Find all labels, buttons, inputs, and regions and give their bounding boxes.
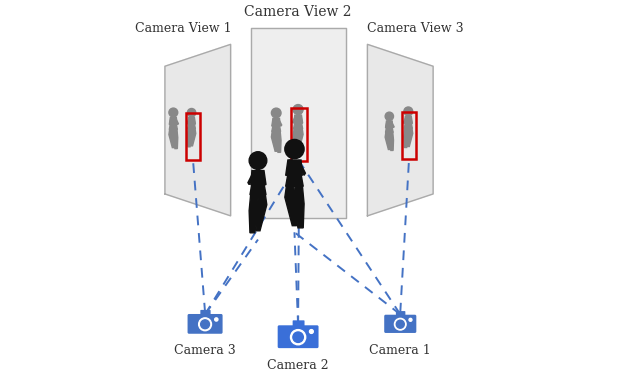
FancyBboxPatch shape <box>200 310 211 317</box>
Polygon shape <box>260 171 266 184</box>
Circle shape <box>249 152 267 170</box>
Polygon shape <box>403 116 406 123</box>
FancyBboxPatch shape <box>384 315 417 333</box>
Polygon shape <box>170 124 177 129</box>
Polygon shape <box>292 115 296 123</box>
Polygon shape <box>300 115 303 123</box>
Polygon shape <box>188 117 195 124</box>
Bar <box>186 113 200 160</box>
Circle shape <box>385 112 394 120</box>
Polygon shape <box>293 128 299 150</box>
Polygon shape <box>385 132 390 150</box>
Text: Camera 2: Camera 2 <box>268 359 329 372</box>
Polygon shape <box>169 129 174 148</box>
Polygon shape <box>175 117 179 124</box>
Polygon shape <box>278 118 282 126</box>
Polygon shape <box>188 128 192 147</box>
Polygon shape <box>294 123 303 129</box>
Circle shape <box>201 320 209 328</box>
Polygon shape <box>272 118 275 126</box>
Circle shape <box>396 320 404 328</box>
Circle shape <box>188 108 196 117</box>
Polygon shape <box>297 128 303 149</box>
FancyBboxPatch shape <box>292 320 305 328</box>
Text: Camera View 2: Camera View 2 <box>244 5 352 19</box>
Polygon shape <box>404 116 412 123</box>
Circle shape <box>271 108 281 118</box>
Circle shape <box>394 318 406 330</box>
Circle shape <box>293 332 303 342</box>
Polygon shape <box>249 194 259 233</box>
Polygon shape <box>191 128 196 146</box>
Polygon shape <box>187 117 190 124</box>
Polygon shape <box>272 125 280 132</box>
Circle shape <box>291 330 306 345</box>
Polygon shape <box>294 185 304 228</box>
Polygon shape <box>367 44 433 216</box>
Polygon shape <box>248 171 255 184</box>
Polygon shape <box>294 115 302 123</box>
Text: Camera View 3: Camera View 3 <box>367 22 463 35</box>
Polygon shape <box>250 183 266 195</box>
Circle shape <box>214 318 218 321</box>
FancyBboxPatch shape <box>278 325 319 348</box>
Polygon shape <box>407 128 413 147</box>
Circle shape <box>310 330 314 333</box>
Polygon shape <box>285 160 292 176</box>
Polygon shape <box>170 117 177 124</box>
Polygon shape <box>251 28 346 218</box>
Circle shape <box>198 318 211 331</box>
FancyBboxPatch shape <box>188 314 223 334</box>
Polygon shape <box>410 116 412 123</box>
Polygon shape <box>285 185 297 226</box>
Circle shape <box>409 318 412 321</box>
Text: Camera 3: Camera 3 <box>174 344 236 357</box>
Polygon shape <box>385 121 388 128</box>
Polygon shape <box>193 117 195 124</box>
Polygon shape <box>385 127 393 132</box>
Polygon shape <box>251 171 265 184</box>
Circle shape <box>169 108 178 117</box>
FancyBboxPatch shape <box>396 311 405 318</box>
Polygon shape <box>404 123 412 129</box>
Polygon shape <box>188 123 195 129</box>
Polygon shape <box>404 128 409 147</box>
Circle shape <box>285 140 304 159</box>
Polygon shape <box>272 118 280 126</box>
Polygon shape <box>173 129 178 149</box>
Polygon shape <box>285 174 303 186</box>
Polygon shape <box>170 117 172 124</box>
Text: Camera View 1: Camera View 1 <box>135 22 232 35</box>
Polygon shape <box>287 160 302 176</box>
Polygon shape <box>391 121 394 128</box>
Polygon shape <box>386 121 393 128</box>
Text: Camera 1: Camera 1 <box>369 344 431 357</box>
Polygon shape <box>298 160 305 176</box>
Bar <box>402 112 416 159</box>
Bar <box>291 108 307 161</box>
Polygon shape <box>276 131 281 152</box>
Polygon shape <box>389 132 394 150</box>
Circle shape <box>404 107 413 116</box>
Polygon shape <box>165 44 230 216</box>
Polygon shape <box>256 194 267 231</box>
Circle shape <box>293 105 303 114</box>
Polygon shape <box>271 131 277 151</box>
